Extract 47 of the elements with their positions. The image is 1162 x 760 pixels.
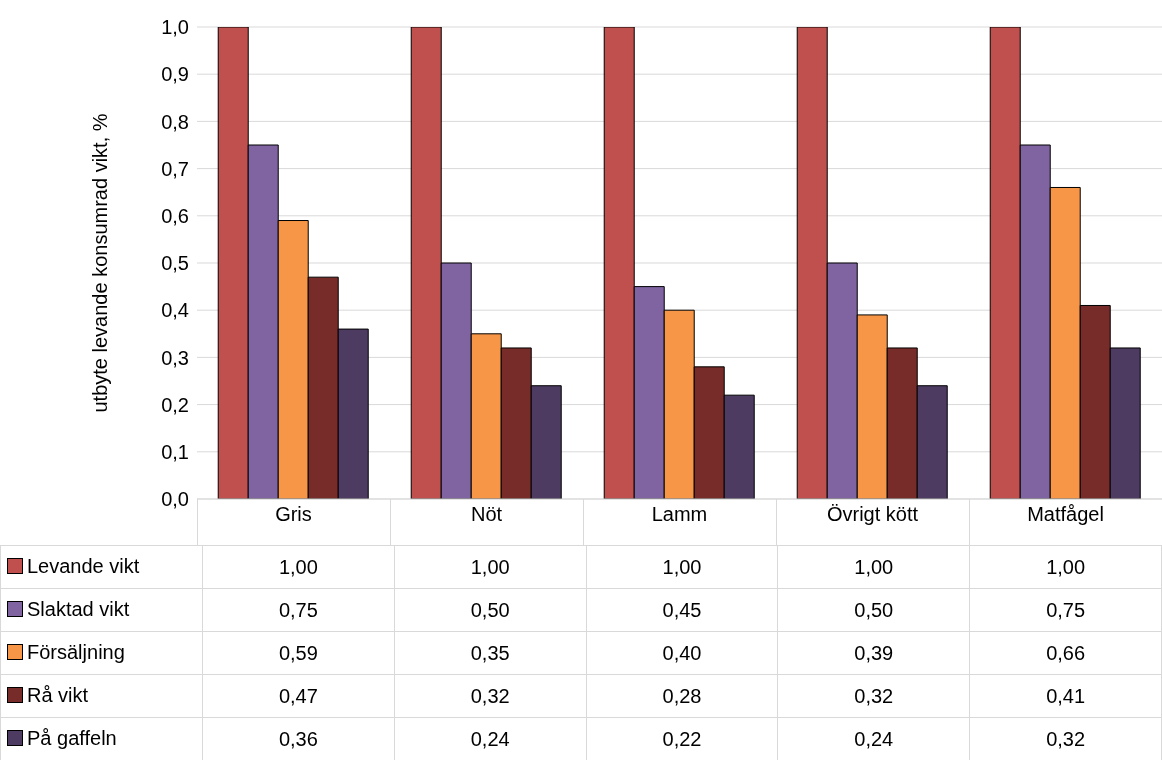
legend-label: Levande vikt: [27, 554, 140, 578]
x-tick-label: Lamm: [651, 503, 708, 526]
data-label: 0,36: [202, 717, 395, 760]
data-label: 1,00: [969, 545, 1162, 589]
y-tick-label: 0,9: [161, 63, 189, 86]
data-label: 0,22: [586, 717, 778, 760]
data-label: 1,00: [394, 545, 587, 589]
data-label: 0,40: [586, 631, 778, 675]
y-tick-label: 0,1: [161, 440, 189, 463]
data-label: 0,75: [202, 588, 395, 632]
y-tick-label: 0,7: [161, 157, 189, 180]
data-label: 0,50: [394, 588, 587, 632]
y-tick-label: 0,5: [161, 252, 189, 275]
data-label: 0,32: [394, 674, 587, 718]
y-axis-title: utbyte levande konsumrad vikt, %: [89, 113, 112, 413]
data-label: 0,24: [394, 717, 587, 760]
y-tick-label: 0,3: [161, 346, 189, 369]
y-tick-label: 0,8: [161, 110, 189, 133]
legend-label: Försäljning: [27, 640, 125, 664]
x-tick-label: Nöt: [470, 503, 503, 526]
data-label: 0,50: [777, 588, 970, 632]
x-tick-label: Matfågel: [1027, 503, 1104, 526]
legend-label: På gaffeln: [27, 726, 117, 750]
data-label: 1,00: [777, 545, 970, 589]
data-label: 0,35: [394, 631, 587, 675]
data-label: 1,00: [202, 545, 395, 589]
data-label: 0,66: [969, 631, 1162, 675]
y-tick-label: 0,0: [161, 488, 189, 511]
y-tick-label: 0,4: [161, 299, 189, 322]
data-label: 0,45: [586, 588, 778, 632]
data-label: 1,00: [586, 545, 778, 589]
data-label: 0,59: [202, 631, 395, 675]
y-tick-label: 1,0: [161, 16, 189, 39]
x-tick-label: Gris: [275, 503, 312, 526]
x-tick-label: Övrigt kött: [826, 503, 919, 526]
data-label: 0,28: [586, 674, 778, 718]
data-label: 0,47: [202, 674, 395, 718]
y-tick-label: 0,2: [161, 393, 189, 416]
data-label: 0,75: [969, 588, 1162, 632]
data-label: 0,32: [777, 674, 970, 718]
y-tick-label: 0,6: [161, 204, 189, 227]
data-label: 0,39: [777, 631, 970, 675]
data-label: 0,41: [969, 674, 1162, 718]
data-label: 0,32: [969, 717, 1162, 760]
data-label: 0,24: [777, 717, 970, 760]
legend-label: Slaktad vikt: [27, 597, 130, 621]
legend-label: Rå vikt: [27, 683, 89, 707]
